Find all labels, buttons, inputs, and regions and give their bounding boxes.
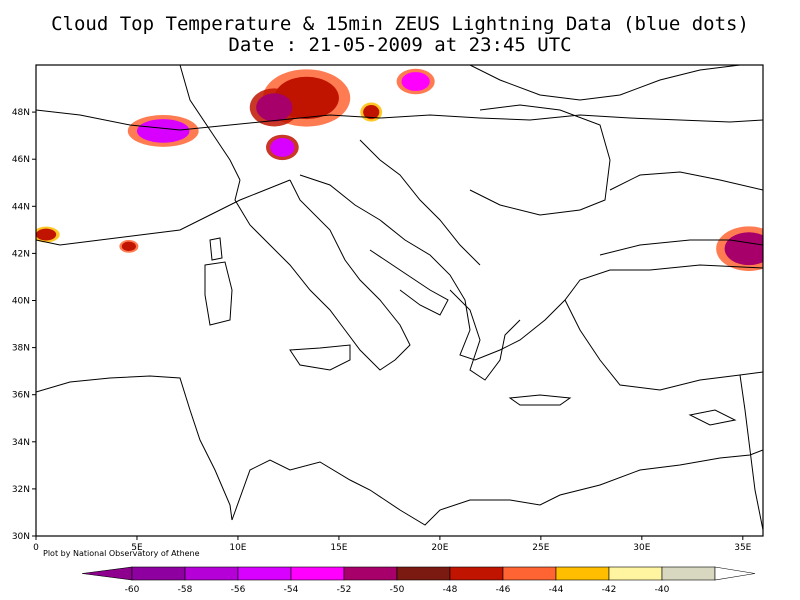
lon-tick-label: 0 [33, 543, 39, 553]
caucasus-cluster [724, 232, 763, 266]
colorbar-label: -48 [443, 585, 458, 595]
border-romania [469, 104, 611, 216]
colorbar-swatch [502, 566, 557, 581]
french-coast [36, 179, 291, 246]
lat-tick-label: 42N [12, 249, 30, 259]
latitude-axis: 30N 32N 34N 36N 38N 40N 42N 44N 46N 48N [12, 108, 36, 542]
colorbar-swatch [184, 566, 239, 581]
colorbar-swatch [131, 566, 186, 581]
colorbar-label: -56 [231, 585, 246, 595]
lat-tick-label: 32N [12, 485, 30, 495]
colorbar-label: -46 [496, 585, 511, 595]
hungary-cluster [363, 105, 380, 120]
border-central-europe [179, 65, 241, 181]
pyrenees-cluster [36, 228, 57, 241]
colorbar-swatch [661, 566, 716, 581]
corsica [209, 237, 223, 261]
adriatic-italy-coast [36, 375, 233, 521]
colorbar-label: -52 [337, 585, 352, 595]
lyon-cluster [121, 241, 136, 252]
lon-tick-label: 35E [734, 543, 751, 553]
lat-tick-label: 46N [12, 155, 30, 165]
lat-tick-label: 38N [12, 344, 30, 354]
swiss-alps-cluster [136, 119, 190, 143]
turkey-coast [564, 299, 763, 391]
chart-title: Cloud Top Temperature & 15min ZEUS Light… [51, 13, 749, 35]
lat-tick-label: 44N [12, 202, 30, 212]
lon-tick-label: 20E [431, 543, 448, 553]
north-africa-coast [231, 449, 763, 526]
levant-coast [739, 374, 763, 531]
cloud-top-layer [36, 68, 763, 271]
italy-heel [369, 249, 449, 316]
colorbar-swatch [396, 566, 451, 581]
sardinia [204, 261, 233, 326]
black-sea-south [599, 239, 763, 256]
lat-tick-label: 40N [12, 297, 30, 307]
sicily [289, 344, 351, 371]
temperature-colorbar: -60 -58 -56 -54 -52 -50 -48 -46 -44 -42 -40 [81, 566, 756, 595]
lon-tick-label: 10E [229, 543, 246, 553]
colorbar-label: -54 [284, 585, 299, 595]
colorbar-swatch [555, 566, 610, 581]
lat-tick-label: 30N [12, 532, 30, 542]
black-sea-coast [609, 171, 763, 191]
cyprus [688, 409, 737, 426]
lat-tick-label: 36N [12, 391, 30, 401]
lon-tick-label: 15E [330, 543, 347, 553]
balkan-coast [299, 174, 763, 361]
colorbar-label: -50 [390, 585, 405, 595]
longitude-axis: 0 5E 10E 15E 20E 25E 30E 35E [33, 536, 752, 553]
colorbar-label: -58 [178, 585, 193, 595]
crete [508, 394, 572, 406]
colorbar-swatch [343, 566, 398, 581]
lon-tick-label: 30E [633, 543, 650, 553]
chart-subtitle-date: Date : 21-05-2009 at 23:45 UTC [228, 34, 572, 56]
bohemia-cluster [401, 72, 430, 91]
border-alps [36, 109, 763, 131]
credit-text: Plot by National Observatory of Athene [43, 549, 200, 558]
lon-tick-label: 5E [131, 543, 143, 553]
border-balkans [359, 139, 481, 266]
colorbar-swatch [449, 566, 504, 581]
italy-coast [234, 179, 411, 371]
colorbar-below-arrow [81, 566, 133, 581]
colorbar-label: -60 [125, 585, 140, 595]
greece-peninsula [449, 289, 521, 381]
lat-tick-label: 34N [12, 438, 30, 448]
colorbar-above-arrow [714, 566, 756, 581]
colorbar-label: -44 [549, 585, 564, 595]
lon-tick-label: 25E [532, 543, 549, 553]
colorbar-label: -40 [655, 585, 670, 595]
tirol-cluster [270, 138, 295, 157]
colorbar-swatch [290, 566, 345, 581]
colorbar-swatch [608, 566, 663, 581]
colorbar-swatch [237, 566, 292, 581]
colorbar-label: -42 [602, 585, 617, 595]
lat-tick-label: 48N [12, 108, 30, 118]
munich-cluster [256, 93, 293, 122]
coastlines-borders [36, 65, 763, 531]
border-ukraine [469, 65, 741, 101]
